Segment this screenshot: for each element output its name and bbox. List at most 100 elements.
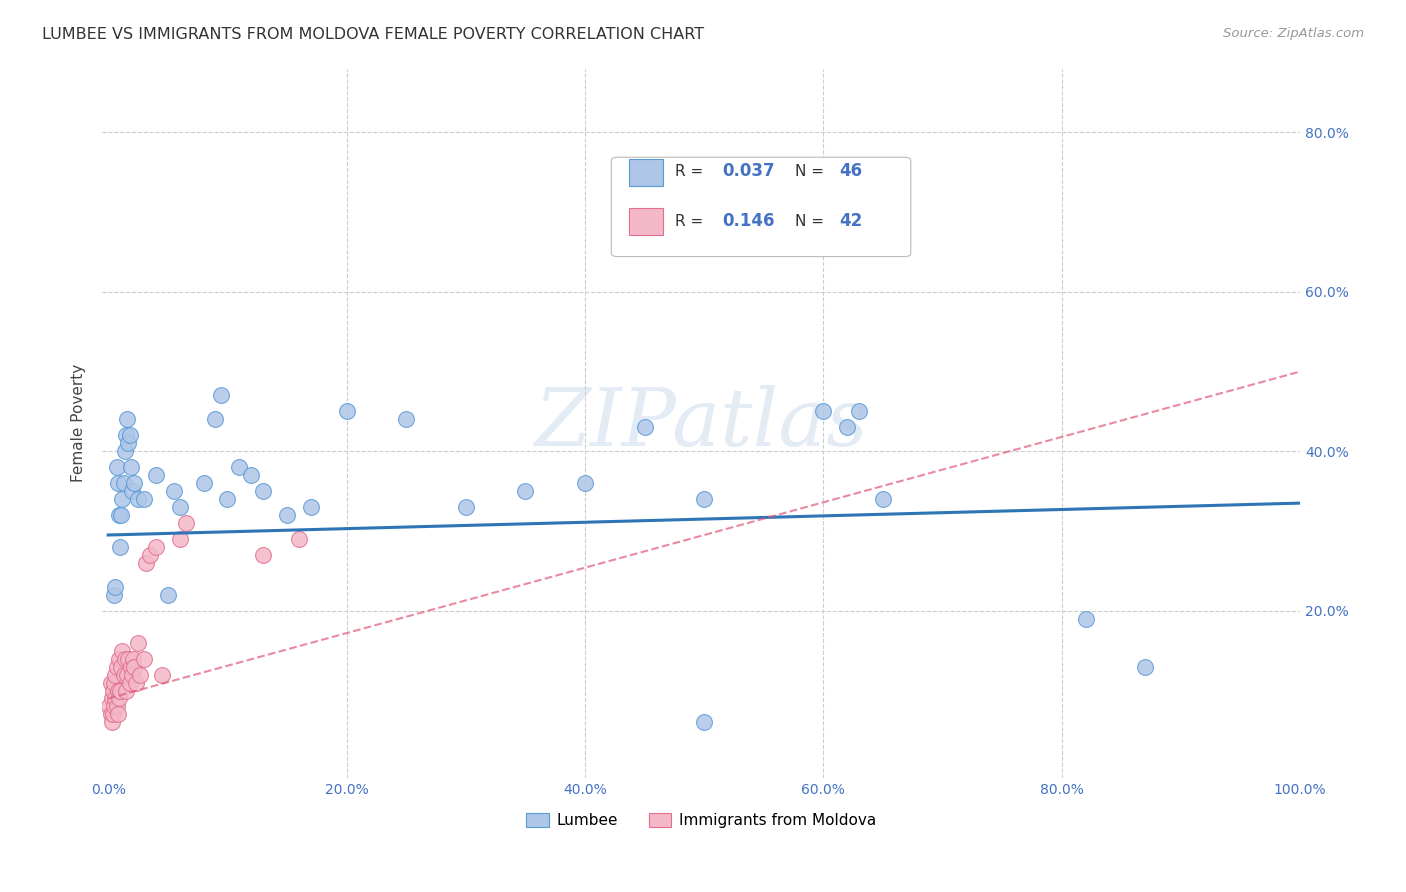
Point <box>100 715 122 730</box>
Point <box>395 412 418 426</box>
Point <box>132 651 155 665</box>
Point <box>110 508 132 522</box>
Text: R =: R = <box>675 164 703 179</box>
Point <box>145 468 167 483</box>
Text: ZIPatlas: ZIPatlas <box>534 384 868 462</box>
Point <box>169 500 191 514</box>
Point <box>228 460 250 475</box>
Point <box>112 667 135 681</box>
Point <box>174 516 197 530</box>
Point <box>169 532 191 546</box>
Point <box>98 699 121 714</box>
Point <box>111 492 134 507</box>
Point <box>114 444 136 458</box>
Point <box>108 540 131 554</box>
Point <box>104 580 127 594</box>
Point <box>693 492 716 507</box>
Point <box>335 404 357 418</box>
Text: Source: ZipAtlas.com: Source: ZipAtlas.com <box>1223 27 1364 40</box>
Point <box>100 675 122 690</box>
Point <box>276 508 298 522</box>
Point <box>103 699 125 714</box>
Point <box>118 428 141 442</box>
Text: 46: 46 <box>839 162 862 180</box>
Point <box>115 667 138 681</box>
Point <box>252 484 274 499</box>
Point <box>117 651 139 665</box>
Y-axis label: Female Poverty: Female Poverty <box>72 364 86 483</box>
Point <box>107 707 129 722</box>
Text: 0.037: 0.037 <box>723 162 775 180</box>
Point <box>105 699 128 714</box>
Point <box>108 683 131 698</box>
Text: 42: 42 <box>839 212 862 230</box>
Point <box>156 588 179 602</box>
Point <box>111 643 134 657</box>
Point <box>1074 612 1097 626</box>
Point <box>217 492 239 507</box>
Point <box>115 412 138 426</box>
Point <box>150 667 173 681</box>
Point <box>252 548 274 562</box>
Point <box>104 667 127 681</box>
Point <box>124 659 146 673</box>
Point <box>872 492 894 507</box>
Point <box>129 667 152 681</box>
Point <box>127 492 149 507</box>
Point <box>117 436 139 450</box>
Point <box>145 540 167 554</box>
Point <box>633 420 655 434</box>
Point <box>110 659 132 673</box>
Point <box>121 667 143 681</box>
Point <box>288 532 311 546</box>
FancyBboxPatch shape <box>630 209 662 235</box>
Point <box>163 484 186 499</box>
Legend: Lumbee, Immigrants from Moldova: Lumbee, Immigrants from Moldova <box>520 807 883 834</box>
Point <box>120 659 142 673</box>
Text: N =: N = <box>794 164 824 179</box>
Point <box>108 691 131 706</box>
Point <box>114 651 136 665</box>
Point <box>454 500 477 514</box>
Point <box>103 588 125 602</box>
Point <box>837 420 859 434</box>
Point <box>101 683 124 698</box>
Text: R =: R = <box>675 213 703 228</box>
Point <box>105 460 128 475</box>
Text: 0.146: 0.146 <box>723 212 775 230</box>
Point <box>139 548 162 562</box>
Point <box>240 468 263 483</box>
Point <box>120 460 142 475</box>
Point <box>127 635 149 649</box>
Text: LUMBEE VS IMMIGRANTS FROM MOLDOVA FEMALE POVERTY CORRELATION CHART: LUMBEE VS IMMIGRANTS FROM MOLDOVA FEMALE… <box>42 27 704 42</box>
Point <box>209 388 232 402</box>
Point <box>124 675 146 690</box>
Point <box>105 659 128 673</box>
Point <box>115 428 138 442</box>
Point <box>101 707 124 722</box>
Point <box>693 715 716 730</box>
Point <box>100 707 122 722</box>
Point <box>108 508 131 522</box>
Point <box>135 556 157 570</box>
Text: N =: N = <box>794 213 824 228</box>
Point <box>299 500 322 514</box>
Point <box>848 404 870 418</box>
Point <box>193 476 215 491</box>
Point <box>115 683 138 698</box>
Point <box>104 691 127 706</box>
Point <box>122 651 145 665</box>
Point <box>204 412 226 426</box>
Point <box>515 484 537 499</box>
FancyBboxPatch shape <box>630 159 662 186</box>
Point <box>132 492 155 507</box>
Point <box>103 675 125 690</box>
Point <box>118 675 141 690</box>
Point <box>1133 659 1156 673</box>
Point <box>107 476 129 491</box>
Point <box>107 683 129 698</box>
Point <box>124 476 146 491</box>
Point <box>574 476 596 491</box>
Point <box>108 651 131 665</box>
Point <box>121 484 143 499</box>
